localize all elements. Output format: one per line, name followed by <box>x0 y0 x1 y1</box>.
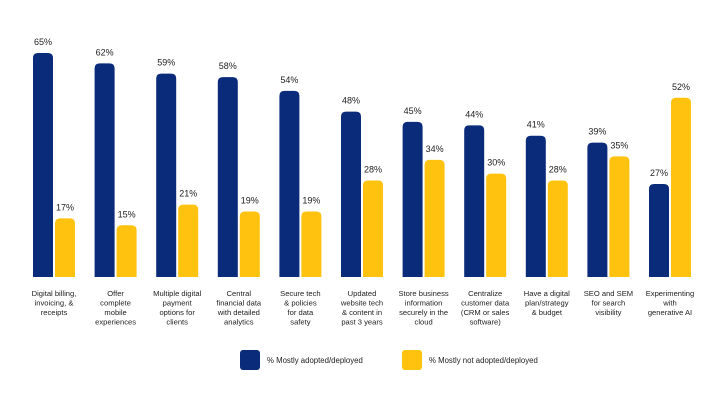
bar-adopted-7 <box>464 125 485 277</box>
value-labels-group: 65% 17% 62% 15% 59% 21% 58% 19% 54% 19% 48% 28% 45% 3… <box>34 37 690 219</box>
category-label-4: Secure tech & policies for data safety <box>280 289 321 327</box>
bar-not-adopted-9 <box>609 156 630 277</box>
value-label-adopted-0: 65% <box>34 37 52 47</box>
value-label-not-adopted-6: 34% <box>426 144 444 154</box>
bar-not-adopted-7 <box>486 173 507 277</box>
value-label-not-adopted-2: 21% <box>179 189 197 199</box>
category-label-10: Experimenting with generative AI <box>646 289 695 317</box>
value-label-not-adopted-5: 28% <box>364 165 382 175</box>
value-label-adopted-2: 59% <box>157 58 175 68</box>
bar-not-adopted-0 <box>55 218 75 277</box>
value-label-adopted-5: 48% <box>342 96 360 106</box>
bars-group <box>33 53 691 278</box>
value-label-not-adopted-10: 52% <box>672 82 690 92</box>
value-label-adopted-4: 54% <box>280 75 298 85</box>
legend-swatch-adopted <box>240 350 260 370</box>
bar-adopted-10 <box>649 183 669 277</box>
category-label-6: Store business information securely in the… <box>398 289 448 327</box>
category-label-1: Offer complete mobile experiences <box>95 289 136 327</box>
bar-adopted-2 <box>156 73 177 277</box>
category-label-9: SEO and SEM for search visibility <box>584 289 633 317</box>
value-label-adopted-9: 39% <box>588 127 606 137</box>
bar-not-adopted-4 <box>301 211 322 277</box>
legend: % Mostly adopted/deployed % Mostly not a… <box>240 350 538 370</box>
value-label-adopted-7: 44% <box>465 109 483 119</box>
bar-not-adopted-10 <box>671 97 691 277</box>
category-label-7: Centralize customer data (CRM or sales soft… <box>461 289 510 327</box>
bar-adopted-3 <box>217 77 238 277</box>
value-label-adopted-1: 62% <box>96 47 114 57</box>
category-label-8: Have a digital plan/strategy & budget <box>524 289 570 317</box>
category-label-3: Central financial data with detailed analyt… <box>216 289 262 327</box>
value-label-not-adopted-3: 19% <box>241 196 259 206</box>
category-label-5: Updated website tech & content in past 3 ye… <box>340 289 383 327</box>
bar-adopted-8 <box>525 135 546 277</box>
bar-adopted-4 <box>279 90 300 278</box>
category-label-0: Digital billing, invoicing, & receipts <box>32 289 77 317</box>
value-label-adopted-3: 58% <box>219 61 237 71</box>
bar-not-adopted-5 <box>363 180 383 277</box>
bar-adopted-5 <box>341 111 361 277</box>
category-labels-group: Digital billing, invoicing, & receipts Offe… <box>32 289 695 327</box>
bar-not-adopted-8 <box>547 180 568 277</box>
bar-not-adopted-6 <box>424 159 445 277</box>
legend-label-not-adopted: % Mostly not adopted/deployed <box>429 356 538 365</box>
bar-not-adopted-2 <box>178 204 199 277</box>
value-label-not-adopted-4: 19% <box>302 196 320 206</box>
bar-adopted-0 <box>33 53 53 277</box>
bar-adopted-9 <box>587 142 608 277</box>
value-label-adopted-10: 27% <box>650 168 668 178</box>
value-label-adopted-8: 41% <box>527 120 545 130</box>
category-label-2: Multiple digital payment options for client… <box>153 289 201 327</box>
legend-label-adopted: % Mostly adopted/deployed <box>267 356 363 365</box>
value-label-adopted-6: 45% <box>404 106 422 116</box>
bar-not-adopted-1 <box>116 225 137 277</box>
value-label-not-adopted-9: 35% <box>610 140 628 150</box>
bar-adopted-1 <box>94 63 115 277</box>
value-label-not-adopted-7: 30% <box>487 158 505 168</box>
legend-swatch-not-adopted <box>402 350 422 370</box>
bar-adopted-6 <box>402 121 423 277</box>
value-label-not-adopted-8: 28% <box>549 165 567 175</box>
value-label-not-adopted-1: 15% <box>118 209 136 219</box>
bar-not-adopted-3 <box>239 211 260 277</box>
value-label-not-adopted-0: 17% <box>56 202 74 212</box>
